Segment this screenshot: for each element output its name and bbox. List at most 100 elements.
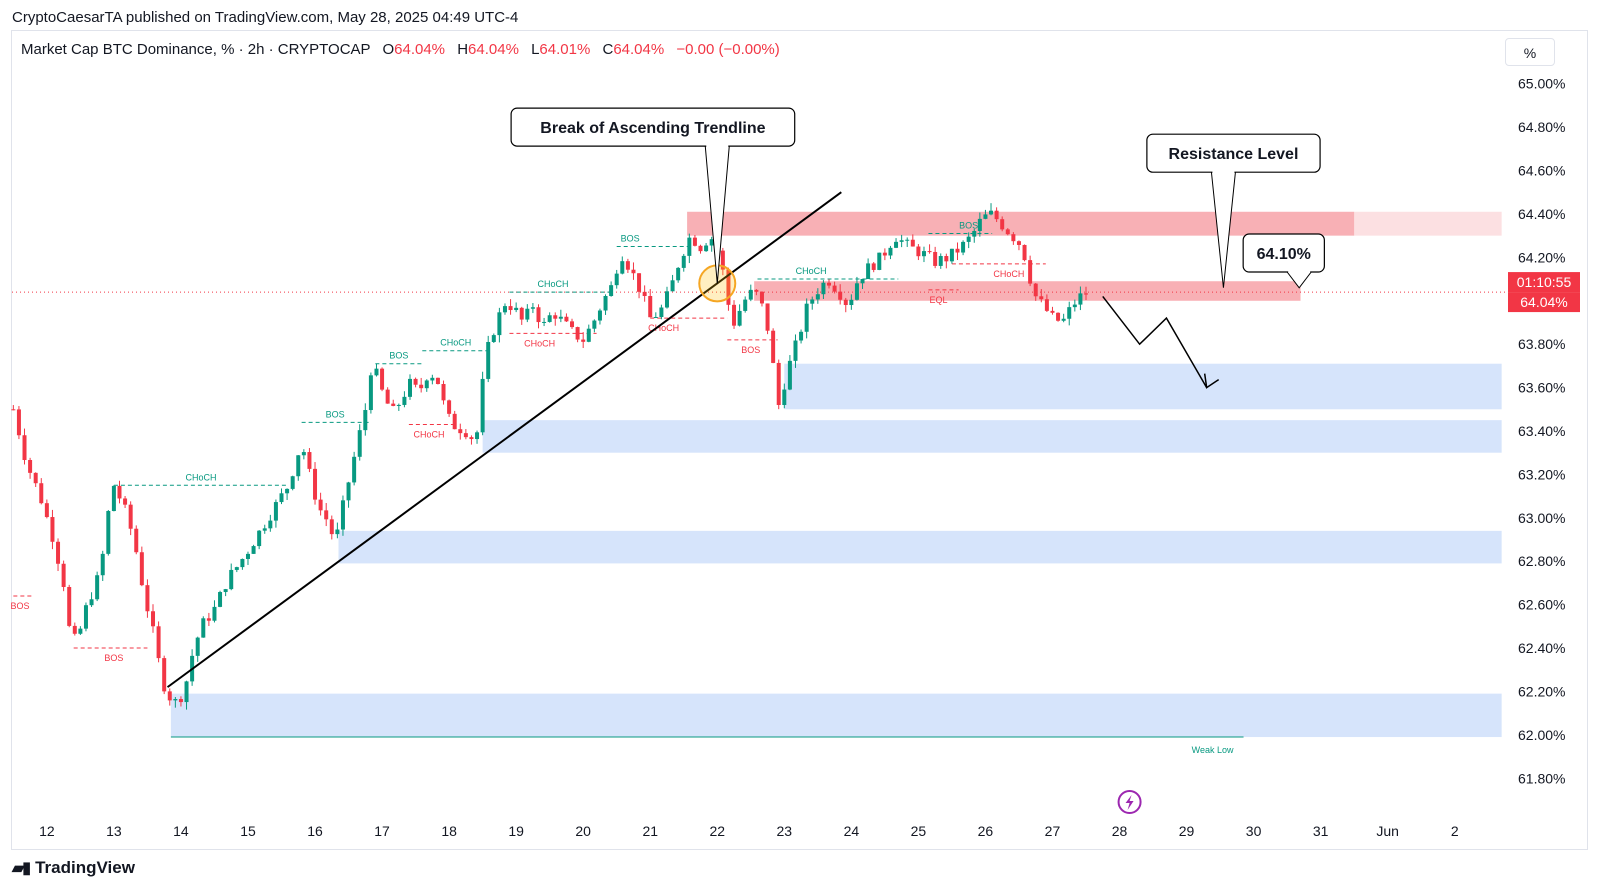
candle-body bbox=[206, 618, 211, 621]
x-tick-label: 20 bbox=[575, 823, 591, 839]
candle-body bbox=[843, 299, 848, 306]
x-tick-label: 30 bbox=[1246, 823, 1262, 839]
x-tick-label: 28 bbox=[1112, 823, 1128, 839]
candle-body bbox=[262, 528, 267, 531]
x-tick-label: 29 bbox=[1179, 823, 1195, 839]
candle-body bbox=[1044, 299, 1049, 311]
candle-body bbox=[614, 273, 619, 286]
lightning-icon-bolt bbox=[1125, 795, 1134, 810]
candle-body bbox=[871, 263, 876, 270]
candle-body bbox=[882, 252, 887, 256]
candle-body bbox=[765, 303, 770, 331]
open-value: 64.04% bbox=[394, 41, 446, 58]
candle-body bbox=[581, 339, 586, 342]
callout: Resistance Level bbox=[1146, 133, 1321, 288]
candle-body bbox=[61, 563, 66, 587]
high-value: 64.04% bbox=[468, 41, 519, 58]
candle-body bbox=[972, 230, 977, 237]
structure-label: CHoCH bbox=[796, 266, 827, 276]
candle-body bbox=[419, 384, 424, 389]
candle-body bbox=[340, 500, 345, 530]
tradingview-logo[interactable]: ▰▮ TradingView bbox=[12, 858, 135, 878]
x-tick-label: 18 bbox=[441, 823, 457, 839]
x-tick-label: 31 bbox=[1313, 823, 1329, 839]
candle-body bbox=[212, 606, 217, 621]
callout-box bbox=[510, 107, 796, 147]
candle-body bbox=[335, 529, 340, 535]
candle-body bbox=[357, 430, 362, 457]
candle-body bbox=[480, 378, 485, 433]
candle-body bbox=[899, 240, 904, 242]
candle-body bbox=[83, 605, 88, 629]
close-value: 64.04% bbox=[613, 41, 665, 58]
candle-body bbox=[184, 681, 189, 703]
candle-body bbox=[994, 210, 999, 220]
supply-zone bbox=[687, 211, 1355, 236]
candle-body bbox=[799, 331, 804, 341]
candle-body bbox=[681, 255, 686, 268]
structure-label: BOS bbox=[389, 351, 408, 361]
candle-body bbox=[268, 520, 273, 529]
candle-body bbox=[363, 410, 368, 431]
low-value: 64.01% bbox=[539, 41, 591, 58]
candle-body bbox=[201, 618, 206, 638]
price-label-bg bbox=[1508, 292, 1580, 313]
candle-body bbox=[413, 378, 418, 385]
candle-body bbox=[525, 308, 530, 320]
candle-body bbox=[463, 433, 468, 438]
candle-body bbox=[631, 269, 636, 274]
candle-body bbox=[1028, 260, 1033, 284]
demand-zone bbox=[482, 420, 1502, 453]
candle-body bbox=[78, 628, 83, 634]
candle-body bbox=[609, 285, 614, 297]
candle-body bbox=[776, 362, 781, 405]
x-tick-label: 2 bbox=[1451, 823, 1459, 839]
candle-body bbox=[1016, 241, 1021, 245]
candle-body bbox=[72, 625, 77, 634]
structure-label: CHoCH bbox=[993, 269, 1024, 279]
candle-body bbox=[944, 256, 949, 262]
candle-body bbox=[402, 396, 407, 405]
candle-body bbox=[173, 699, 178, 701]
candle-body bbox=[318, 499, 323, 511]
candle-body bbox=[810, 299, 815, 304]
candle-body bbox=[704, 245, 709, 252]
y-tick-label: 62.00% bbox=[1518, 727, 1565, 743]
y-tick-label: 63.40% bbox=[1518, 423, 1565, 439]
structure-label: CHoCH bbox=[440, 338, 471, 348]
candle-body bbox=[603, 296, 608, 311]
candle-body bbox=[324, 510, 329, 520]
candle-body bbox=[56, 541, 61, 564]
candle-body bbox=[313, 468, 318, 500]
y-tick-label: 63.60% bbox=[1518, 380, 1565, 396]
candle-body bbox=[134, 528, 139, 553]
candle-body bbox=[396, 404, 401, 406]
candle-body bbox=[955, 248, 960, 253]
candle-body bbox=[11, 409, 16, 411]
candle-body bbox=[642, 291, 647, 297]
candle-body bbox=[586, 328, 591, 342]
change-value: −0.00 (−0.00%) bbox=[676, 41, 780, 58]
candle-body bbox=[849, 299, 854, 306]
candle-body bbox=[486, 341, 491, 379]
candle-body bbox=[151, 611, 156, 627]
structure-label: BOS bbox=[11, 601, 30, 611]
candle-body bbox=[698, 245, 703, 252]
candle-body bbox=[111, 485, 116, 512]
candle-body bbox=[380, 368, 385, 390]
percent-scale-button[interactable]: % bbox=[1505, 38, 1555, 66]
structure-label: BOS bbox=[326, 409, 345, 419]
candle-body bbox=[720, 250, 725, 270]
candle-body bbox=[106, 511, 111, 554]
candle-body bbox=[732, 304, 737, 326]
callout-text: Break of Ascending Trendline bbox=[540, 120, 765, 137]
structure-label: EQL bbox=[929, 295, 947, 305]
y-tick-label: 64.60% bbox=[1518, 163, 1565, 179]
candle-body bbox=[625, 261, 630, 270]
symbol-title[interactable]: Market Cap BTC Dominance, % · 2h · CRYPT… bbox=[21, 41, 371, 58]
y-tick-label: 63.00% bbox=[1518, 510, 1565, 526]
candle-body bbox=[687, 237, 692, 256]
candle-body bbox=[162, 658, 167, 692]
callout: 64.10% bbox=[1242, 233, 1325, 289]
